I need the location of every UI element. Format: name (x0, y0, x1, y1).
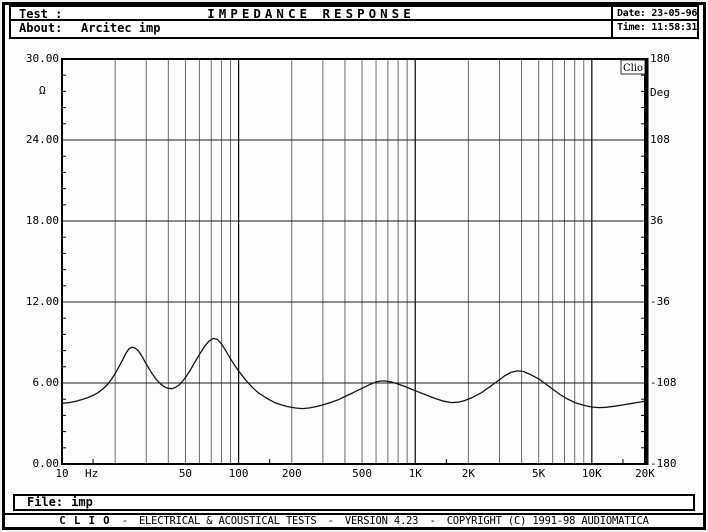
plot-border (61, 58, 646, 465)
page-title: IMPEDANCE RESPONSE (207, 6, 415, 21)
x-axis-tick-label: 1K (408, 467, 422, 480)
header-about-row: About: Arcitec imp (11, 21, 611, 35)
y-axis-tick-label: 24.00 (25, 133, 59, 146)
impedance-chart: Clio 30.00 24.00 18.00 12.00 6.00 0.00 180 108 36… (5, 39, 703, 492)
about-label: About: (19, 21, 63, 35)
time-row: Time: 11:58:31 (613, 21, 697, 35)
clio-watermark: Clio (623, 63, 643, 74)
right-axis-tick-label: 108 (650, 133, 670, 146)
footer-separator: - (121, 515, 128, 527)
footer-separator: - (429, 515, 436, 527)
file-label: File: (27, 495, 64, 509)
time-label: Time: (617, 22, 646, 33)
deg-unit-label: Deg (650, 86, 670, 99)
status-bar: C L I O - ELECTRICAL & ACOUSTICAL TESTS … (5, 513, 703, 527)
header-datetime-panel: Date: 23-05-96 Time: 11:58:31 (611, 5, 699, 39)
x-axis-tick-label: 20K (635, 467, 655, 480)
ohm-unit-label: Ω (39, 84, 46, 97)
right-axis-tick-label: 180 (650, 52, 670, 65)
y-axis-tick-label: 0.00 (32, 457, 60, 470)
impedance-plot-svg: Clio (61, 58, 649, 465)
header-main-panel: Test : IMPEDANCE RESPONSE About: Arcitec… (9, 5, 613, 39)
x-axis-tick-label: 5K (532, 467, 546, 480)
x-axis-tick-label: 50 (178, 467, 193, 480)
y-axis-tick-label: 18.00 (25, 214, 59, 227)
date-label: Date: (617, 8, 646, 19)
clio-brand: C L I O (59, 515, 111, 527)
header-bar: Test : IMPEDANCE RESPONSE About: Arcitec… (9, 5, 699, 39)
y-axis-tick-label: 12.00 (25, 295, 59, 308)
time-value: 11:58:31 (651, 22, 698, 33)
about-value: Arcitec imp (81, 21, 161, 35)
date-value: 23-05-96 (651, 8, 698, 19)
right-axis-tick-label: -108 (650, 376, 677, 389)
x-axis-tick-label: 200 (281, 467, 302, 480)
y-axis-tick-label: 30.00 (25, 52, 59, 65)
x-axis-tick-label: 500 (352, 467, 372, 480)
footer-version: VERSION 4.23 (344, 515, 419, 527)
file-value: imp (71, 495, 93, 509)
date-row: Date: 23-05-96 (613, 7, 697, 21)
footer-copyright: COPYRIGHT (C) 1991-98 AUDIOMATICA (446, 515, 649, 527)
x-axis-tick-label: 2K (461, 467, 475, 480)
x-axis-tick-label: 10K (581, 467, 602, 480)
right-axis-tick-label: -180 (650, 457, 677, 470)
impedance-curve (61, 337, 646, 410)
header-title-row: Test : IMPEDANCE RESPONSE (11, 7, 611, 21)
footer-product: ELECTRICAL & ACOUSTICAL TESTS (138, 515, 317, 527)
test-label: Test : (19, 7, 63, 21)
x-axis-tick-label: 10 (55, 467, 69, 480)
footer-separator: - (327, 515, 334, 527)
right-axis-tick-label: -36 (650, 295, 670, 308)
x-axis-unit-label: Hz (85, 467, 99, 480)
clio-watermark-box (620, 59, 646, 75)
y-axis-tick-label: 6.00 (32, 376, 60, 389)
x-axis-tick-label: 100 (228, 467, 249, 480)
file-box: File: imp (13, 494, 695, 511)
right-axis-tick-label: 36 (650, 214, 664, 227)
